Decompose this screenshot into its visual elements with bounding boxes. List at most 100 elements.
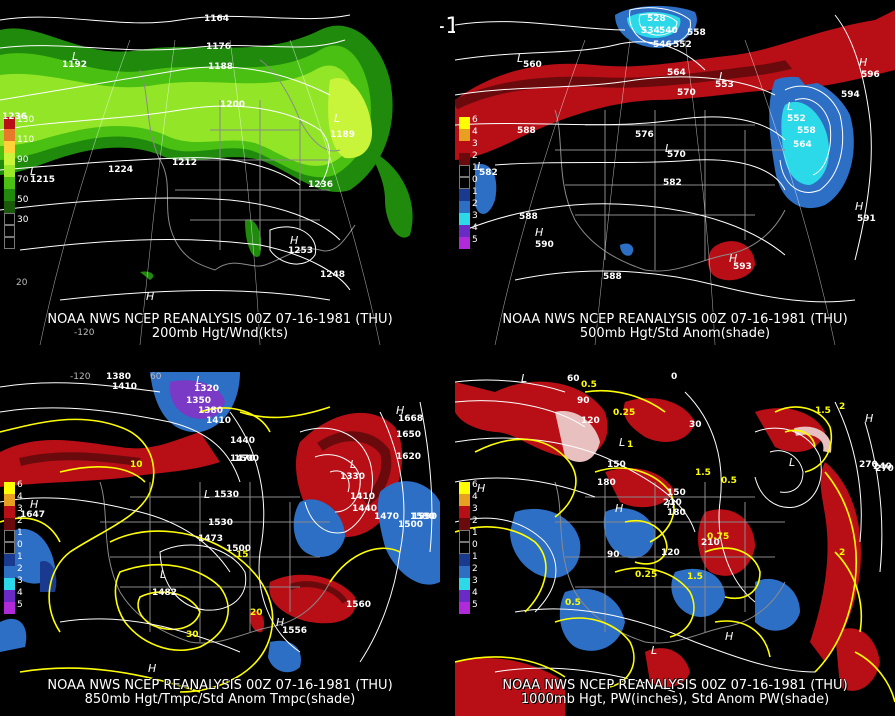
panel-200mb-map [0,14,413,345]
colorbar-tick-label: 110 [17,135,35,145]
contour-label: 1410 [112,382,138,392]
anom-colorbar-850 [4,482,15,614]
high-pressure-marker: H [148,662,157,675]
contour-label: 1500 [398,520,424,530]
contour-label: 1192 [62,60,88,70]
contour-label: 180 [667,508,686,518]
contour-label: 582 [479,168,498,178]
panel-200mb-caption-line1: NOAA NWS NCEP REANALYSIS 00Z 07-16-1981 … [47,312,393,327]
low-pressure-marker: L [651,644,658,657]
low-pressure-marker: L [719,70,726,83]
contour-label: 1380 [106,372,132,382]
low-pressure-marker: L [204,488,211,501]
contour-label: 1 [627,440,634,450]
contour-label: 534 [641,26,660,36]
contour-label: 150 [667,488,686,498]
panel-500mb-map [455,5,895,345]
contour-label: 1530 [214,490,240,500]
contour-label: 1188 [208,62,234,72]
colorbar-tick-label: 4 [472,492,478,502]
contour-label: 0.25 [613,408,636,418]
contour-label: 90 [577,396,590,406]
contour-label: 1620 [396,452,422,462]
contour-label: 1320 [194,384,220,394]
contour-label: 180 [597,478,616,488]
lat-lon-label: -120 [74,328,95,338]
high-pressure-marker: H [290,234,299,247]
low-pressure-marker: L [160,568,167,581]
colorbar-tick-label: 5 [472,235,478,245]
low-pressure-marker: L [350,458,357,471]
high-pressure-marker: H [276,616,285,629]
contour-label: 1236 [308,180,334,190]
high-pressure-marker: H [865,412,874,425]
contour-label: 1212 [172,158,198,168]
contour-label: 582 [663,178,682,188]
contour-label: 30 [186,630,199,640]
lat-lon-label: -120 [70,372,91,382]
contour-label: 2 [839,402,846,412]
contour-label: 564 [793,140,812,150]
contour-label: 552 [673,40,692,50]
colorbar-tick-label: 1 [17,528,23,538]
contour-label: 1224 [108,165,134,175]
panel-500mb-caption-line2: 500mb Hgt/Std Anom(shade) [579,326,771,341]
panel-850mb-caption-line2: 850mb Hgt/Tmpc/Std Anom Tmpc(shade) [84,692,356,707]
colorbar-tick-label: 3 [17,504,23,514]
high-pressure-marker: H [725,630,734,643]
contour-label: 540 [659,26,678,36]
contour-label: 596 [861,70,880,80]
contour-label: 15 [236,550,249,560]
colorbar-tick-label: 5 [472,600,478,610]
panel-1000mb-caption-line2: 1000mb Hgt, PW(inches), Std Anom PW(shad… [520,692,830,707]
contour-label: 560 [523,60,542,70]
high-pressure-marker: H [859,56,868,69]
colorbar-tick-label: 1 [472,163,478,173]
contour-label: 588 [519,212,538,222]
lat-lon-label: 20 [16,278,28,288]
contour-label: 1330 [340,472,366,482]
contour-label: 270 [859,460,878,470]
contour-label: 1248 [320,270,346,280]
colorbar-tick-label: 1 [472,187,478,197]
contour-label: 0 [671,372,678,382]
colorbar-tick-label: 0 [472,540,478,550]
contour-label: 1590 [412,512,438,522]
wind-colorbar [4,117,15,249]
colorbar-tick-label: 6 [472,115,478,125]
colorbar-tick-label: 30 [17,215,29,225]
contour-label: 1473 [198,534,224,544]
contour-label: 1556 [282,626,308,636]
contour-label: 591 [857,214,876,224]
colorbar-tick-label: 3 [472,576,478,586]
low-pressure-marker: L [30,165,37,178]
panel-1000mb-caption-line1: NOAA NWS NCEP REANALYSIS 00Z 07-16-1981 … [502,678,848,693]
contour-label: 594 [841,90,860,100]
contour-label: 570 [677,88,696,98]
contour-label: 60 [567,374,580,384]
colorbar-tick-label: 4 [472,223,478,233]
contour-label: 1380 [198,406,224,416]
colorbar-tick-label: 50 [17,195,29,205]
contour-label: 1470 [230,454,256,464]
contour-label: 1650 [396,430,422,440]
panel-500mb-caption-line1: NOAA NWS NCEP REANALYSIS 00Z 07-16-1981 … [502,312,848,327]
contour-label: 552 [787,114,806,124]
contour-label: 1440 [230,436,256,446]
colorbar-tick-label: 2 [17,516,23,526]
low-pressure-marker: L [334,112,341,125]
anomaly-red-north [455,10,895,160]
low-pressure-marker: L [521,372,528,385]
contour-label: 1482 [152,588,178,598]
contour-label: 2 [839,548,846,558]
colorbar-tick-label: 1 [472,552,478,562]
colorbar-tick-label: 4 [17,588,23,598]
low-pressure-marker: L [787,100,794,113]
contour-label: 1590 [410,512,436,522]
contour-label: 1.5 [695,468,711,478]
contour-label: 570 [667,150,686,160]
